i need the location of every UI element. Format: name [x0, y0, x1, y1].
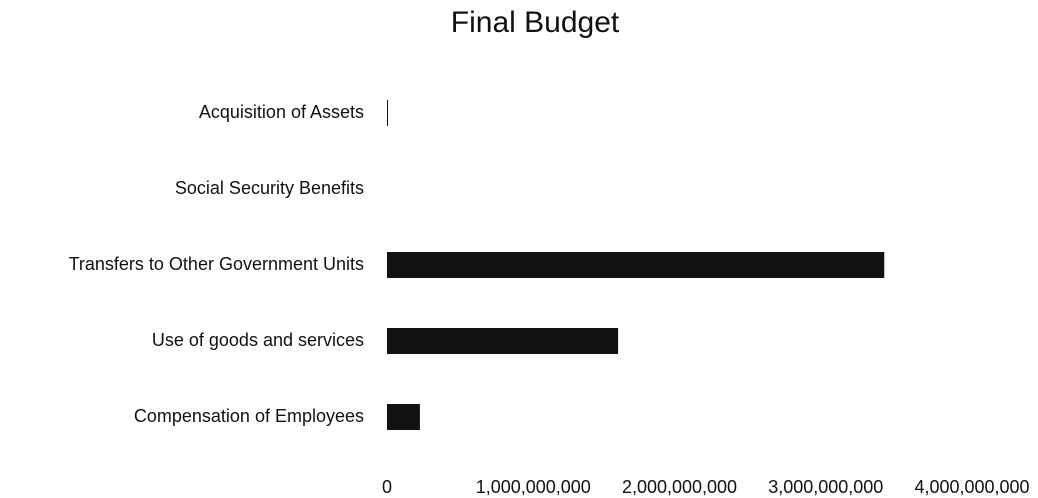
x-tick-label: 1,000,000,000: [476, 477, 591, 497]
x-tick-label: 2,000,000,000: [622, 477, 737, 497]
chart-title: Final Budget: [451, 6, 620, 39]
y-tick-label: Acquisition of Assets: [199, 102, 364, 122]
bar: [387, 252, 885, 278]
bar: [387, 328, 619, 354]
bar: [387, 404, 420, 430]
y-tick-label: Compensation of Employees: [134, 406, 364, 426]
y-tick-label: Transfers to Other Government Units: [69, 254, 364, 274]
x-tick-label: 0: [382, 477, 392, 497]
y-tick-label: Social Security Benefits: [175, 178, 364, 198]
y-tick-label: Use of goods and services: [152, 330, 364, 350]
x-tick-label: 4,000,000,000: [914, 477, 1029, 497]
x-tick-label: 3,000,000,000: [768, 477, 883, 497]
bar: [387, 100, 388, 126]
